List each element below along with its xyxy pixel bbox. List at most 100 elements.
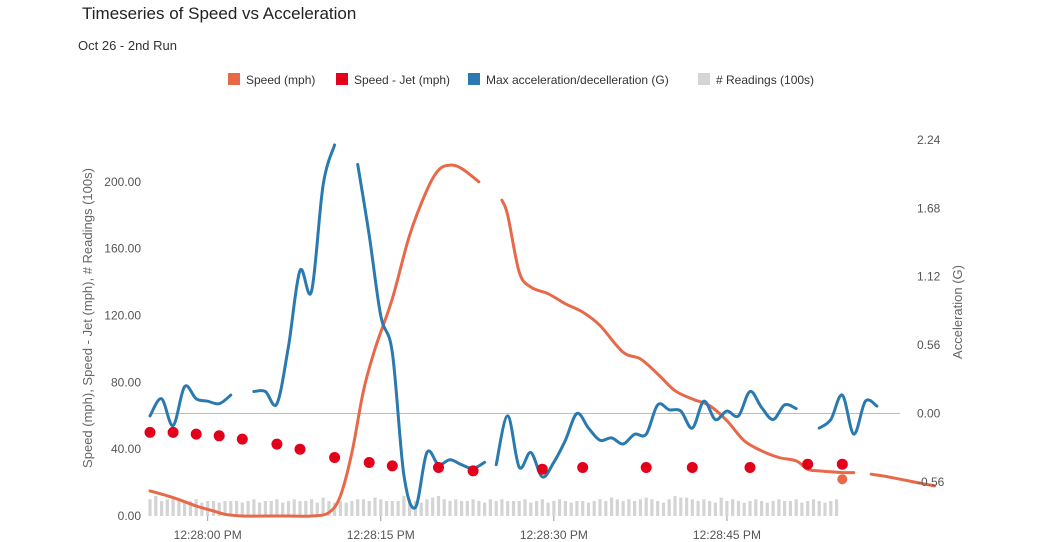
y-right-tick-label: 0.00 (917, 406, 941, 420)
readings-bar (760, 501, 764, 516)
readings-bar (656, 501, 660, 516)
readings-bar (719, 497, 723, 516)
readings-bar (385, 501, 389, 516)
series-line (356, 162, 487, 510)
y-left-tick-label: 40.00 (111, 442, 141, 456)
legend-swatch-2 (468, 73, 480, 85)
readings-bar (754, 499, 758, 516)
readings-bar (777, 499, 781, 516)
readings-bar (361, 499, 366, 516)
jet-speed-point (329, 452, 341, 463)
readings-bar (425, 499, 429, 516)
readings-bar (604, 501, 608, 516)
readings-bar (471, 499, 475, 516)
readings-bar (246, 501, 250, 516)
readings-bar (160, 501, 164, 516)
jet-speed-point (236, 433, 248, 445)
readings-bar (442, 499, 446, 516)
readings-bar (223, 501, 227, 516)
readings-bar (736, 501, 741, 516)
readings-bar (621, 501, 625, 516)
readings-bar (281, 502, 285, 516)
series-line (148, 384, 233, 428)
x-axis-ticks: 12:28:00 PM 12:28:15 PM 12:28:30 PM 12:28:4… (174, 516, 761, 542)
readings-bar (552, 501, 556, 516)
readings-bar (240, 502, 244, 516)
readings-bar (702, 499, 706, 516)
readings-bar (321, 497, 325, 516)
readings-bar (217, 502, 221, 516)
y-right-tick-label: 1.12 (917, 270, 941, 284)
readings-bar (823, 502, 827, 516)
readings-bar (350, 501, 354, 516)
readings-bar (592, 501, 596, 516)
readings-bar (338, 501, 342, 516)
readings-bar (563, 501, 567, 516)
legend: Speed (mph) Speed - Jet (mph) Max accelera… (228, 73, 814, 87)
jet-speed-point (686, 462, 698, 473)
readings-bar (258, 502, 262, 516)
y-axis-left-title: Speed (mph), Speed - Jet (mph), # Readin… (80, 168, 95, 468)
jet-speed-point (744, 462, 756, 473)
readings-bar (165, 499, 169, 516)
jet-speed-point (144, 426, 156, 438)
series-line (494, 389, 798, 479)
readings-bar (269, 501, 273, 516)
readings-bar (725, 501, 729, 516)
readings-bar (263, 501, 267, 516)
jet-speed-point (190, 428, 202, 440)
y-axis-left-ticks: 0.00 40.00 80.00 120.00 160.00 200.00 (104, 175, 141, 523)
series-line (500, 198, 856, 475)
readings-bar (633, 501, 637, 516)
x-tick-label: 12:28:00 PM (174, 528, 242, 542)
readings-bar (315, 502, 319, 516)
y-axis-right-ticks: -0.56 0.00 0.56 1.12 1.68 2.24 (917, 133, 945, 489)
jet-speed-point (467, 465, 479, 477)
readings-bar (783, 501, 787, 516)
jet-speed-point (294, 443, 306, 455)
readings-bars (148, 495, 839, 516)
jet-speed-point (433, 462, 444, 473)
readings-bar (748, 501, 752, 516)
readings-bar (598, 499, 602, 516)
readings-bar (488, 499, 492, 516)
readings-bar (650, 499, 654, 516)
readings-bar (327, 501, 331, 516)
readings-bar (500, 499, 504, 516)
readings-bar (713, 502, 717, 516)
legend-label-3: # Readings (100s) (716, 73, 814, 87)
x-tick-label: 12:28:30 PM (520, 528, 588, 542)
readings-bar (367, 501, 371, 516)
series-line (252, 143, 337, 407)
readings-bar (794, 499, 798, 516)
readings-bar (460, 501, 464, 516)
readings-bar (436, 495, 441, 516)
readings-bar (806, 501, 810, 516)
readings-bar (506, 501, 510, 516)
x-tick-label: 12:28:45 PM (693, 528, 761, 542)
chart-title: Timeseries of Speed vs Acceleration (82, 4, 357, 23)
x-tick-label: 12:28:15 PM (347, 528, 415, 542)
legend-swatch-0 (228, 73, 240, 85)
readings-bar (396, 501, 400, 516)
readings-bar (661, 502, 666, 516)
y-right-tick-label: -0.56 (917, 475, 945, 489)
series-line (817, 393, 879, 436)
readings-bar (546, 502, 550, 516)
readings-bar (183, 502, 187, 516)
readings-bar (252, 499, 256, 516)
readings-bar (465, 501, 469, 516)
series-lines (148, 143, 937, 518)
readings-bar (517, 501, 521, 516)
legend-swatch-3 (698, 73, 710, 85)
readings-bar (379, 499, 383, 516)
readings-bar (454, 499, 458, 516)
readings-bar (390, 501, 394, 516)
readings-bar (581, 501, 585, 516)
readings-bar (402, 495, 406, 516)
readings-bar (575, 501, 579, 516)
readings-bar (811, 499, 816, 516)
readings-bar (742, 502, 746, 516)
jet-speed-point (271, 438, 283, 450)
